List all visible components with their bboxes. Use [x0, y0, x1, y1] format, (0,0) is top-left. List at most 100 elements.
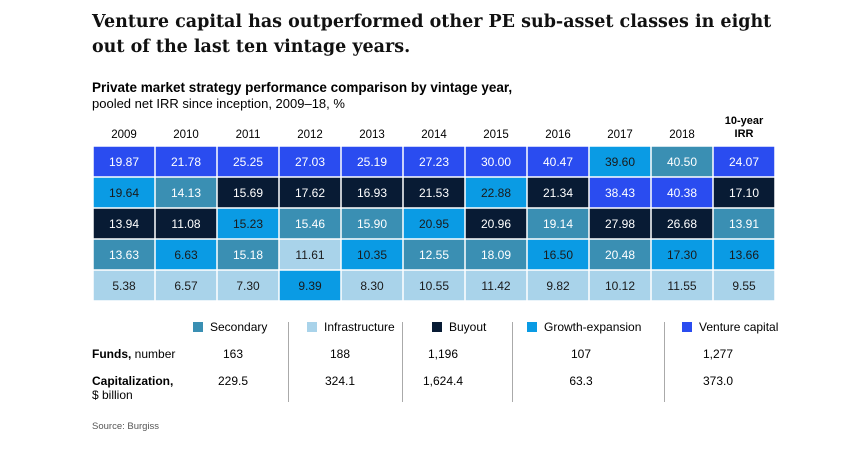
- cell-3-7: [527, 239, 589, 270]
- cell-4-10: [713, 270, 775, 301]
- column-header-2015: 2015: [483, 129, 509, 141]
- cell-value-1-6: 22.88: [481, 186, 511, 200]
- legend-label: Growth-expansion: [544, 320, 642, 334]
- cell-4-3: [279, 270, 341, 301]
- cell-value-0-10: 24.07: [729, 155, 759, 169]
- column-header-2014: 2014: [421, 129, 447, 141]
- column-header-2018: 2018: [669, 129, 695, 141]
- cell-value-0-0: 19.87: [109, 155, 139, 169]
- legend-label: Venture capital: [699, 320, 779, 334]
- funds-row-label: Funds, number: [92, 347, 175, 361]
- cell-2-9: [651, 208, 713, 239]
- cell-0-3: [279, 146, 341, 177]
- cell-value-3-1: 6.63: [174, 248, 198, 262]
- cell-value-1-5: 21.53: [419, 186, 449, 200]
- cell-0-5: [403, 146, 465, 177]
- cell-4-2: [217, 270, 279, 301]
- cell-value-3-9: 17.30: [667, 248, 697, 262]
- cell-1-2: [217, 177, 279, 208]
- cell-2-0: [93, 208, 155, 239]
- cap-label: Capitalization,: [92, 374, 174, 388]
- cap-unit: $ billion: [92, 388, 133, 402]
- cell-value-4-10: 9.55: [732, 279, 756, 293]
- cell-0-6: [465, 146, 527, 177]
- cell-value-2-4: 15.90: [357, 217, 387, 231]
- cell-4-9: [651, 270, 713, 301]
- cell-0-2: [217, 146, 279, 177]
- funds-value: 1,196: [427, 347, 459, 361]
- cell-4-8: [589, 270, 651, 301]
- cell-value-0-7: 40.47: [543, 155, 573, 169]
- cell-3-0: [93, 239, 155, 270]
- legend-item-growth-expansion: Growth-expansion: [527, 320, 641, 334]
- cell-value-4-5: 10.55: [419, 279, 449, 293]
- chart-title: Private market strategy performance comp…: [92, 80, 513, 95]
- capitalization-value: 324.1: [324, 374, 356, 388]
- cell-2-4: [341, 208, 403, 239]
- column-header-2009: 2009: [111, 129, 137, 141]
- cell-value-3-0: 13.63: [109, 248, 139, 262]
- cell-3-4: [341, 239, 403, 270]
- cell-value-2-3: 15.46: [295, 217, 325, 231]
- cell-value-1-9: 40.38: [667, 186, 697, 200]
- legend-label: Buyout: [449, 320, 487, 334]
- cell-3-8: [589, 239, 651, 270]
- cell-value-1-7: 21.34: [543, 186, 573, 200]
- cell-0-1: [155, 146, 217, 177]
- cell-value-0-4: 25.19: [357, 155, 387, 169]
- legend-item-infrastructure: Infrastructure: [307, 320, 395, 334]
- cell-value-0-1: 21.78: [171, 155, 201, 169]
- headline: Venture capital has outperformed other P…: [92, 12, 772, 57]
- cell-1-9: [651, 177, 713, 208]
- cell-value-2-7: 19.14: [543, 217, 573, 231]
- cell-value-3-5: 12.55: [419, 248, 449, 262]
- cell-value-1-2: 15.69: [233, 186, 263, 200]
- column-divider: [402, 322, 403, 402]
- cell-value-1-1: 14.13: [171, 186, 201, 200]
- legend-label: Secondary: [210, 320, 268, 334]
- funds-value: 1,277: [702, 347, 734, 361]
- cell-value-0-9: 40.50: [667, 155, 697, 169]
- cell-2-3: [279, 208, 341, 239]
- cell-4-5: [403, 270, 465, 301]
- cell-value-1-0: 19.64: [109, 186, 139, 200]
- legend-swatch: [432, 322, 442, 332]
- cell-3-3: [279, 239, 341, 270]
- cell-1-4: [341, 177, 403, 208]
- cell-value-1-8: 38.43: [605, 186, 635, 200]
- capitalization-value: 1,624.4: [422, 374, 464, 388]
- source-note: Source: Burgiss: [92, 421, 160, 432]
- cell-value-1-10: 17.10: [729, 186, 759, 200]
- cell-4-4: [341, 270, 403, 301]
- funds-value: 188: [329, 347, 351, 361]
- column-header-2017: 2017: [607, 129, 633, 141]
- cell-2-5: [403, 208, 465, 239]
- cell-value-0-3: 27.03: [295, 155, 325, 169]
- cell-2-10: [713, 208, 775, 239]
- cell-2-2: [217, 208, 279, 239]
- cell-value-1-3: 17.62: [295, 186, 325, 200]
- cell-value-2-5: 20.95: [419, 217, 449, 231]
- cell-1-6: [465, 177, 527, 208]
- cell-1-10: [713, 177, 775, 208]
- cell-3-6: [465, 239, 527, 270]
- cell-4-6: [465, 270, 527, 301]
- cell-1-0: [93, 177, 155, 208]
- legend-item-venture-capital: Venture capital: [682, 320, 778, 334]
- cell-value-2-6: 20.96: [481, 217, 511, 231]
- cap-row-label: Capitalization, $ billion: [92, 374, 173, 402]
- cell-2-1: [155, 208, 217, 239]
- cell-1-3: [279, 177, 341, 208]
- column-divider: [288, 322, 289, 402]
- funds-unit: number: [134, 347, 176, 361]
- funds-label: Funds,: [92, 347, 132, 361]
- capitalization-value: 373.0: [702, 374, 734, 388]
- capitalization-value: 63.3: [569, 374, 593, 388]
- cell-1-1: [155, 177, 217, 208]
- cell-value-2-8: 27.98: [605, 217, 635, 231]
- column-header-2010: 2010: [173, 129, 199, 141]
- legend-swatch: [682, 322, 692, 332]
- cell-4-0: [93, 270, 155, 301]
- cell-value-4-2: 7.30: [236, 279, 260, 293]
- column-header-irr-1: IRR: [735, 128, 754, 140]
